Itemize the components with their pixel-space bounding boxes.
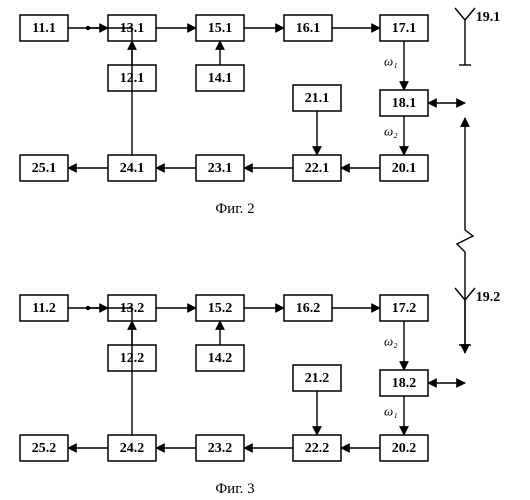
- block-label: 24.1: [120, 161, 145, 176]
- block-label: 16.1: [296, 21, 321, 36]
- block-label: 17.1: [392, 21, 417, 36]
- block-label: 25.2: [32, 441, 57, 456]
- figure-caption: Фиг. 3: [215, 481, 254, 497]
- block-label: 15.2: [208, 301, 233, 316]
- block-label: 25.1: [32, 161, 57, 176]
- block-label: 21.2: [305, 371, 330, 386]
- block-label: 11.1: [32, 21, 56, 36]
- block-label: 20.1: [392, 161, 417, 176]
- antenna-label: 19.1: [476, 10, 501, 25]
- block-label: 18.1: [392, 96, 417, 111]
- block-label: 11.2: [32, 301, 56, 316]
- edge-label: ω₁: [384, 54, 398, 69]
- block-label: 22.2: [305, 441, 330, 456]
- block-diagram: 11.113.115.116.117.112.114.121.118.125.1…: [0, 0, 530, 500]
- block-label: 14.2: [208, 351, 233, 366]
- block-label: 20.2: [392, 441, 417, 456]
- block-label: 17.2: [392, 301, 417, 316]
- block-label: 22.1: [305, 161, 330, 176]
- block-label: 23.2: [208, 441, 233, 456]
- block-label: 18.2: [392, 376, 417, 391]
- block-label: 24.2: [120, 441, 145, 456]
- block-label: 14.1: [208, 71, 233, 86]
- block-label: 15.1: [208, 21, 233, 36]
- block-label: 16.2: [296, 301, 321, 316]
- edge-label: ω₂: [384, 124, 398, 139]
- block-label: 21.1: [305, 91, 330, 106]
- edge-label: ω₁: [384, 404, 398, 419]
- figure-caption: Фиг. 2: [215, 201, 254, 217]
- antenna-label: 19.2: [476, 290, 501, 305]
- edge-label: ω₂: [384, 334, 398, 349]
- block-label: 23.1: [208, 161, 233, 176]
